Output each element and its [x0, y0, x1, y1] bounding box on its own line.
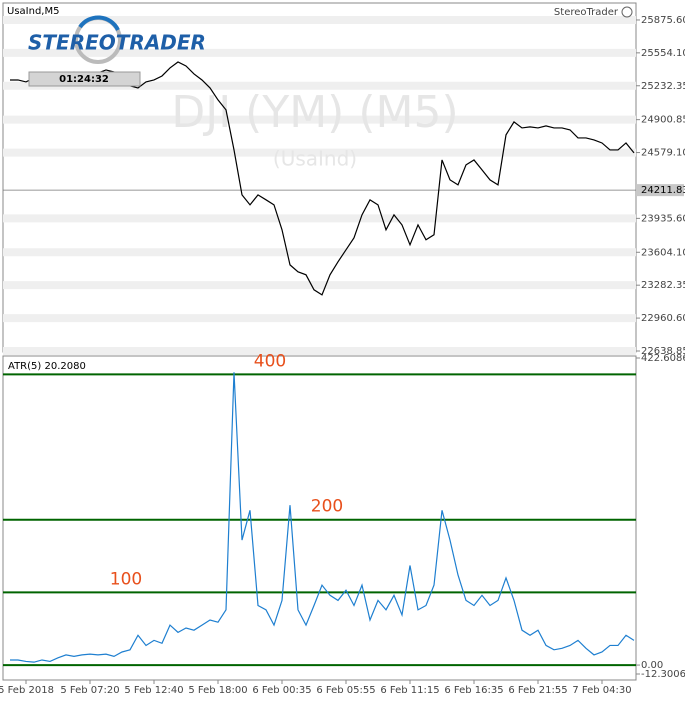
- data-line: [10, 372, 635, 663]
- y-tick-label: 23604.10: [641, 247, 685, 258]
- y-tick-label: 24579.10: [641, 148, 685, 159]
- x-tick-label: 6 Feb 21:55: [508, 685, 567, 696]
- timer: 01:24:32: [59, 74, 109, 85]
- atr-title: ATR(5) 20.2080: [8, 361, 86, 372]
- y-tick-label: 25554.10: [641, 48, 685, 59]
- watermark-sub: (UsaInd): [273, 147, 357, 171]
- x-tick-label: 6 Feb 11:15: [380, 685, 439, 696]
- y-tick-label: 25875.60: [641, 15, 685, 26]
- y-tick-label: 422.6086: [641, 353, 685, 364]
- y-tick-label: 22638.85: [641, 346, 685, 357]
- current-price-label: 24211.83: [641, 185, 685, 196]
- chart-title: UsaInd,M5: [7, 6, 59, 17]
- logo: STEREOTRADER: [28, 31, 206, 55]
- y-tick-label: 25232.35: [641, 81, 685, 92]
- level-label: 100: [110, 569, 142, 589]
- timer-box: [28, 71, 141, 87]
- logo-arc: [78, 15, 120, 31]
- x-tick-label: 6 Feb 05:55: [316, 685, 375, 696]
- y-tick-label: 23282.35: [641, 280, 685, 291]
- x-tick-label: 5 Feb 2018: [0, 685, 54, 696]
- y-tick-label: 23935.60: [641, 213, 685, 224]
- y-tick-label: 22960.60: [641, 313, 685, 324]
- brand-icon: [621, 6, 633, 18]
- brand: StereoTrader: [554, 7, 619, 18]
- x-tick-label: 7 Feb 04:30: [572, 685, 631, 696]
- y-tick-label: 24900.85: [641, 115, 685, 126]
- x-tick-label: 6 Feb 16:35: [444, 685, 503, 696]
- level-label: 400: [254, 351, 286, 371]
- x-tick-label: 6 Feb 00:35: [252, 685, 311, 696]
- current-price-box: [636, 184, 684, 197]
- x-tick-label: 5 Feb 18:00: [188, 685, 247, 696]
- y-tick-label: -12.3006: [641, 669, 685, 680]
- x-tick-label: 5 Feb 12:40: [124, 685, 183, 696]
- atr-panel: [2, 355, 637, 681]
- level-label: 200: [311, 497, 343, 517]
- x-tick-label: 5 Feb 07:20: [60, 685, 119, 696]
- y-tick-label: 0.00: [641, 660, 663, 671]
- watermark: DJI (YM) (M5): [171, 87, 458, 138]
